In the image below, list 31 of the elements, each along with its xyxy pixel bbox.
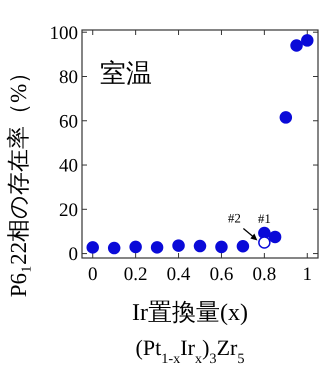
point <box>172 239 185 252</box>
point <box>280 111 292 124</box>
point <box>215 240 228 254</box>
y-axis-title: P6₁22相の存在率（%） <box>6 60 31 298</box>
point <box>290 39 303 52</box>
x-tick-label: 0 <box>88 264 98 285</box>
annotation: #1 <box>258 210 271 226</box>
x-tick-label: 0.2 <box>124 264 148 285</box>
point <box>150 241 164 254</box>
x-axis-title: Ir置換量(x) <box>132 300 248 326</box>
y-tick-label: 100 <box>50 22 78 44</box>
annotation: 室温 <box>100 59 152 88</box>
text: (Pt$_{1-x}$Ir$_{x}$)$_{3}$Zr$_{5}$ <box>136 335 244 367</box>
annotation: #2 <box>228 210 241 226</box>
point <box>129 240 142 254</box>
point <box>108 242 120 254</box>
y-tick-label: 0 <box>68 244 78 266</box>
x-tick-label: 0.8 <box>252 264 276 285</box>
point <box>236 240 250 253</box>
y-tick-label: 60 <box>59 111 78 132</box>
x-tick-label: 0.4 <box>166 264 191 285</box>
point <box>301 34 314 47</box>
y-tick-label: 20 <box>59 200 78 221</box>
y-tick-label: 40 <box>59 156 78 177</box>
x-tick-label: 0.6 <box>210 264 234 285</box>
point <box>268 230 282 244</box>
x-tick-label: 1 <box>302 264 312 285</box>
point <box>258 236 271 249</box>
point <box>86 241 99 254</box>
y-tick-label: 80 <box>59 67 78 88</box>
point <box>194 240 206 252</box>
